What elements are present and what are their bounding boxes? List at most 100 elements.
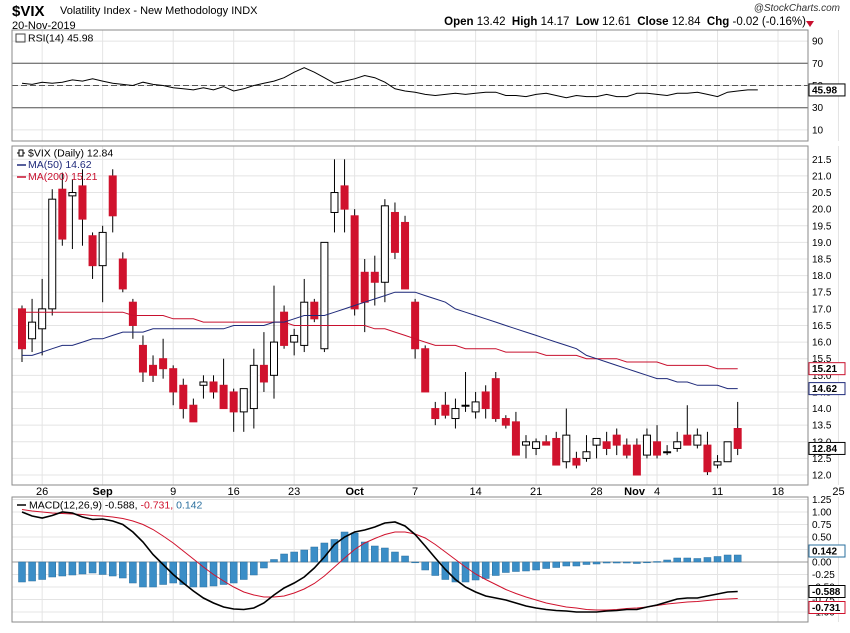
x-tick-label: 9 xyxy=(170,486,176,498)
candle-body xyxy=(189,404,198,423)
candle-body xyxy=(703,444,712,473)
candle xyxy=(673,431,682,452)
candle-body xyxy=(48,198,57,310)
price-tick-label: 15.5 xyxy=(812,354,832,365)
macd-hist-bar xyxy=(572,561,581,567)
macd-hist-bar xyxy=(229,561,238,584)
macd-hist-bar xyxy=(330,539,339,563)
macd-hist-bar xyxy=(280,553,288,563)
candle-body xyxy=(108,175,117,217)
candle-body xyxy=(612,434,621,446)
candle-body xyxy=(169,368,178,393)
candle-body xyxy=(431,408,440,420)
price-tick-label: 12.0 xyxy=(812,471,832,482)
candle xyxy=(390,202,399,259)
macd-hist-bar xyxy=(623,561,631,564)
candle xyxy=(612,428,621,456)
open-value: 13.42 xyxy=(476,16,506,28)
macd-legend-signal: -0.731, xyxy=(140,500,176,512)
macd-signal-line xyxy=(21,509,738,611)
price-tick-label: 18.0 xyxy=(812,271,832,282)
candle-body xyxy=(290,334,299,343)
candle xyxy=(532,438,541,456)
candle-body xyxy=(330,192,339,213)
price-tick-label: 19.5 xyxy=(812,221,832,232)
candle-body xyxy=(350,215,359,310)
candle-body xyxy=(58,188,67,240)
ma200-line xyxy=(22,311,738,370)
candle xyxy=(481,385,490,419)
candle-body xyxy=(491,378,500,420)
candle-body xyxy=(733,428,742,449)
candle-body xyxy=(693,434,702,446)
macd-hist-bar xyxy=(411,561,419,564)
candle xyxy=(18,305,26,363)
high-value: 14.17 xyxy=(540,16,570,28)
change-value: -0.02 (-0.16%) xyxy=(732,16,806,28)
candle xyxy=(199,375,208,399)
macd-legend-hist: 0.142 xyxy=(176,500,202,512)
macd-hist-bar xyxy=(522,561,530,572)
candle xyxy=(632,438,641,476)
macd-hist-bar xyxy=(129,561,137,584)
macd-hist-bar xyxy=(421,561,429,571)
macd-hist-bar xyxy=(18,561,26,583)
candle-body xyxy=(159,358,168,370)
candle xyxy=(723,441,732,463)
candle-body xyxy=(219,384,228,410)
candle xyxy=(522,435,530,459)
candle-body xyxy=(78,185,87,220)
candle-body xyxy=(663,451,672,454)
candle-body xyxy=(562,434,571,463)
macd-signal-last-label-box xyxy=(808,601,846,614)
macd-hist-bar xyxy=(471,561,480,581)
ma200-last-label: 15.21 xyxy=(812,364,837,375)
macd-hist-bar xyxy=(219,561,228,585)
candle xyxy=(713,455,722,469)
candle xyxy=(360,259,369,333)
candle-body xyxy=(209,381,218,393)
price-tick-label: 21.5 xyxy=(812,155,832,166)
macd-hist-bar xyxy=(401,555,409,563)
candle-body xyxy=(683,434,692,446)
macd-hist-bar xyxy=(310,546,319,563)
candle xyxy=(380,199,389,303)
candle xyxy=(330,159,339,233)
macd-hist-bar xyxy=(502,561,510,573)
price-panel-frame xyxy=(11,145,809,486)
macd-tick-label: 1.00 xyxy=(812,508,832,519)
candle xyxy=(703,431,712,476)
candle-body xyxy=(68,192,77,197)
macd-hist-bar xyxy=(683,557,692,563)
candle-body xyxy=(259,364,268,383)
candle xyxy=(683,405,692,446)
price-tick-label: 15.0 xyxy=(812,371,832,382)
macd-hist-bar xyxy=(653,561,661,563)
candle xyxy=(431,401,440,426)
price-tick-label: 16.0 xyxy=(812,338,832,349)
price-legend-candle-icon xyxy=(18,149,24,157)
candle xyxy=(310,298,319,323)
ma50-line xyxy=(22,291,738,390)
macd-hist-bar xyxy=(562,561,571,567)
candle-body xyxy=(320,241,329,350)
price-tick-label: 13.5 xyxy=(812,421,832,432)
candle xyxy=(370,255,379,306)
macd-tick-label: -0.25 xyxy=(812,570,835,581)
candle xyxy=(58,172,67,246)
candle-body xyxy=(310,301,319,320)
macd-hist-bar xyxy=(78,561,87,575)
ma50-last-label: 14.62 xyxy=(812,384,837,395)
macd-hist-bar xyxy=(461,561,470,583)
macd-hist-bar xyxy=(542,561,550,569)
candle xyxy=(642,428,651,459)
macd-hist-bar xyxy=(88,561,97,574)
macd-hist-bar xyxy=(431,561,440,576)
candle xyxy=(622,438,631,459)
price-tick-label: 21.0 xyxy=(812,171,832,182)
candle-body xyxy=(149,364,158,376)
macd-hist-bar xyxy=(108,561,117,577)
x-tick-label: 14 xyxy=(469,486,481,498)
